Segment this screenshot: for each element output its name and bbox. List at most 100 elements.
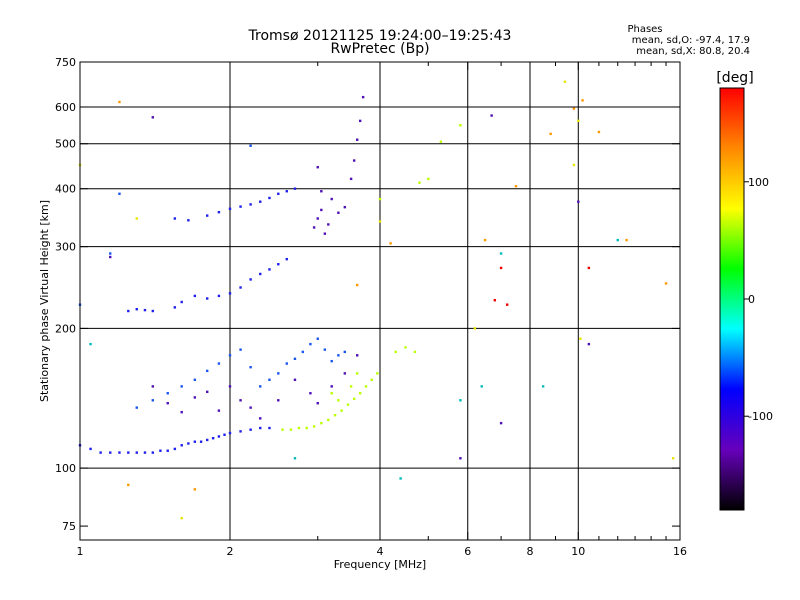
data-point [337,399,340,402]
data-point [376,372,379,375]
data-point [166,401,169,405]
data-point [228,207,232,211]
data-point [249,278,252,281]
data-point [355,354,359,357]
data-point [135,217,138,220]
data-point [193,396,197,399]
data-point [118,100,121,104]
data-point [355,372,359,375]
data-point [309,342,312,346]
data-point [581,99,584,102]
data-point [135,451,138,454]
data-point [320,208,323,212]
data-point [259,417,262,420]
colorbar-tick-label: -100 [748,410,773,423]
data-point [671,457,675,460]
data-point [579,337,582,340]
data-point [404,346,407,349]
data-point [281,428,284,431]
data-point [343,372,347,375]
data-point [337,211,340,214]
data-point [259,426,262,430]
data-point [473,327,477,330]
grid-lines [80,62,680,540]
x-tick-label: 16 [673,545,687,558]
data-point [180,385,183,388]
x-tick-label: 6 [464,545,471,558]
y-tick-label: 400 [55,183,76,196]
data-point [597,130,601,134]
colorbar-tick-label: 100 [748,176,769,189]
data-point [193,294,197,298]
data-point [217,435,221,438]
chart-title: Tromsø 20121125 19:24:00–19:25:43 [248,28,512,44]
data-point [277,192,280,196]
data-point [239,399,242,402]
stats-title: Phases [627,24,662,35]
data-point [480,385,483,388]
x-tick-label: 4 [377,545,384,558]
data-point [293,378,297,381]
data-point [193,378,197,381]
data-point [193,488,197,491]
data-point [541,385,545,388]
data-point [127,483,130,487]
data-point [143,451,147,454]
data-point [217,409,221,412]
data-point [293,187,297,190]
data-point [327,418,330,422]
data-point [135,307,138,311]
data-point [323,232,327,235]
data-point [239,430,242,433]
data-point [587,342,591,346]
data-point [490,114,493,117]
data-point [427,177,430,181]
y-axis-label: Stationary phase Virtual Height [km] [38,200,51,402]
data-point [664,282,668,285]
data-point [587,266,591,270]
data-point [249,406,252,409]
data-point [316,217,319,220]
data-point [563,80,567,83]
data-point [616,238,619,242]
data-point [378,220,382,223]
data-point [109,255,112,259]
data-point [289,428,293,431]
data-point [277,263,280,266]
stats-line-x: mean, sd,X: 80.8, 20.4 [636,46,750,57]
x-axis: 1 2 4 6 8 10 16 [77,62,687,558]
data-point [330,392,333,395]
data-point [577,119,580,123]
data-point [483,238,487,242]
data-point [127,309,130,313]
data-point [180,444,183,447]
data-point [320,421,323,425]
data-point [549,132,552,136]
y-tick-label: 75 [62,520,76,533]
data-point [173,217,177,220]
data-point [312,226,316,229]
data-point [337,354,340,357]
data-point [352,397,356,401]
data-point [364,385,368,388]
data-point [205,438,209,442]
data-point [268,378,271,381]
data-point [323,348,327,351]
data-point [370,378,373,381]
data-point [459,399,462,402]
data-point [572,163,576,167]
y-tick-label: 200 [55,322,76,335]
data-point [151,385,155,388]
data-point [316,337,319,340]
x-tick-label: 8 [527,545,534,558]
data-point [187,442,190,445]
data-point [166,449,169,452]
data-point [293,357,297,361]
data-point [505,303,509,306]
data-point [301,350,305,354]
data-point [268,426,271,430]
data-point [625,238,628,242]
data-point [316,401,319,405]
y-tick-label: 500 [55,138,76,151]
